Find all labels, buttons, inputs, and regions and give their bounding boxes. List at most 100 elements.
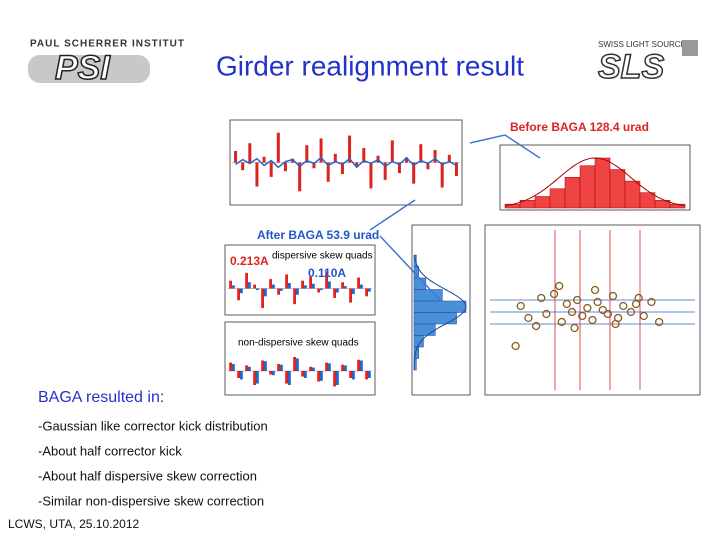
bar-after	[240, 371, 243, 380]
bar-after	[312, 283, 315, 289]
bar-before	[349, 288, 352, 303]
bar-before	[365, 288, 368, 297]
scatter-point	[588, 315, 597, 325]
hist-bar	[624, 180, 641, 209]
scatter-point	[570, 323, 579, 333]
bar-before	[357, 359, 360, 371]
scatter-point	[557, 317, 566, 327]
bar-before	[283, 162, 287, 172]
bar-after	[232, 285, 235, 289]
bar-before	[412, 162, 416, 184]
bar-before	[333, 288, 336, 298]
scatter-point	[549, 289, 559, 299]
body-heading: BAGA resulted in:	[38, 389, 164, 406]
plot-label: non-dispersive skew quads	[238, 338, 359, 349]
scatter-point	[611, 319, 620, 329]
bar-before	[229, 362, 232, 371]
bullet: -About half corrector kick	[38, 443, 182, 458]
arrow	[469, 134, 506, 144]
bar-after	[288, 371, 291, 385]
bar-after	[272, 284, 275, 289]
bar-before	[447, 154, 451, 163]
bar-after	[232, 364, 235, 371]
bar-before	[253, 371, 256, 385]
plot-label: 0.110A	[308, 266, 346, 280]
plot-label: After BAGA 53.9 urad	[257, 228, 379, 242]
scatter-point	[572, 295, 582, 305]
bar-before	[261, 360, 264, 371]
scatter-point	[590, 285, 600, 295]
bar-before	[276, 132, 280, 163]
fit-curve	[504, 157, 686, 207]
bar-after	[248, 366, 251, 371]
bar-before	[293, 357, 296, 371]
bar-before	[234, 150, 238, 163]
bar-before	[440, 162, 444, 188]
scatter-point	[583, 303, 592, 313]
logo-square	[682, 40, 698, 56]
hist-bar	[413, 323, 436, 336]
bar-after	[344, 365, 347, 371]
bar-before	[317, 288, 320, 293]
bar-before	[365, 371, 368, 380]
bar-after	[280, 288, 283, 291]
line-after	[235, 156, 457, 169]
hist-bar	[413, 300, 467, 313]
scatter-point	[542, 309, 551, 319]
fit-curve	[413, 254, 467, 371]
bar-after	[312, 367, 315, 371]
scatter-point	[567, 307, 577, 317]
bar-before	[237, 288, 240, 301]
hist-bar	[564, 176, 581, 209]
bar-before	[325, 362, 328, 371]
bar-before	[405, 157, 409, 163]
plot-label: dispersive skew quads	[272, 251, 373, 262]
bar-before	[245, 365, 248, 371]
scatter-point	[562, 299, 572, 309]
hist-bar	[413, 289, 443, 302]
bullet: -Gaussian like corrector kick distributi…	[38, 418, 268, 433]
plot-label: Before BAGA 128.4 urad	[510, 120, 649, 134]
bar-before	[305, 145, 309, 163]
bar-before	[261, 288, 264, 309]
bar-before	[369, 162, 373, 189]
bar-before	[340, 162, 344, 175]
scatter-point	[593, 297, 602, 307]
scatter-point	[537, 293, 546, 303]
bullet: -About half dispersive skew correction	[38, 468, 257, 483]
scatter-point	[531, 321, 541, 331]
bar-before	[426, 162, 430, 170]
hist-bar	[579, 165, 596, 209]
bar-before	[245, 272, 248, 289]
bar-after	[328, 281, 331, 289]
bar-after	[328, 363, 331, 371]
hist-bar	[594, 157, 611, 209]
scatter-point	[654, 317, 664, 327]
bar-before	[454, 162, 458, 176]
bar-before	[319, 138, 323, 163]
bar-before	[333, 371, 336, 387]
bar-after	[336, 371, 339, 385]
bar-after	[280, 364, 283, 371]
bar-before	[326, 162, 330, 182]
bar-after	[296, 288, 299, 295]
hist-bar	[609, 169, 626, 209]
bar-after	[352, 371, 355, 380]
scatter-point	[639, 311, 648, 321]
bar-before	[357, 277, 360, 289]
bar-before	[333, 153, 337, 163]
logo-org: SWISS LIGHT SOURCE	[598, 40, 686, 49]
bar-after	[296, 358, 299, 371]
bar-after	[256, 371, 259, 384]
bar-before	[397, 162, 401, 174]
bar-before	[253, 284, 256, 289]
slide-title: Girder realignment result	[216, 50, 524, 81]
bar-before	[241, 162, 245, 171]
skew-plot-frame	[224, 244, 376, 316]
bar-before	[262, 156, 266, 163]
arrow	[504, 134, 541, 159]
bar-before	[419, 144, 423, 163]
bar-before	[341, 364, 344, 371]
bar-before	[237, 371, 240, 378]
